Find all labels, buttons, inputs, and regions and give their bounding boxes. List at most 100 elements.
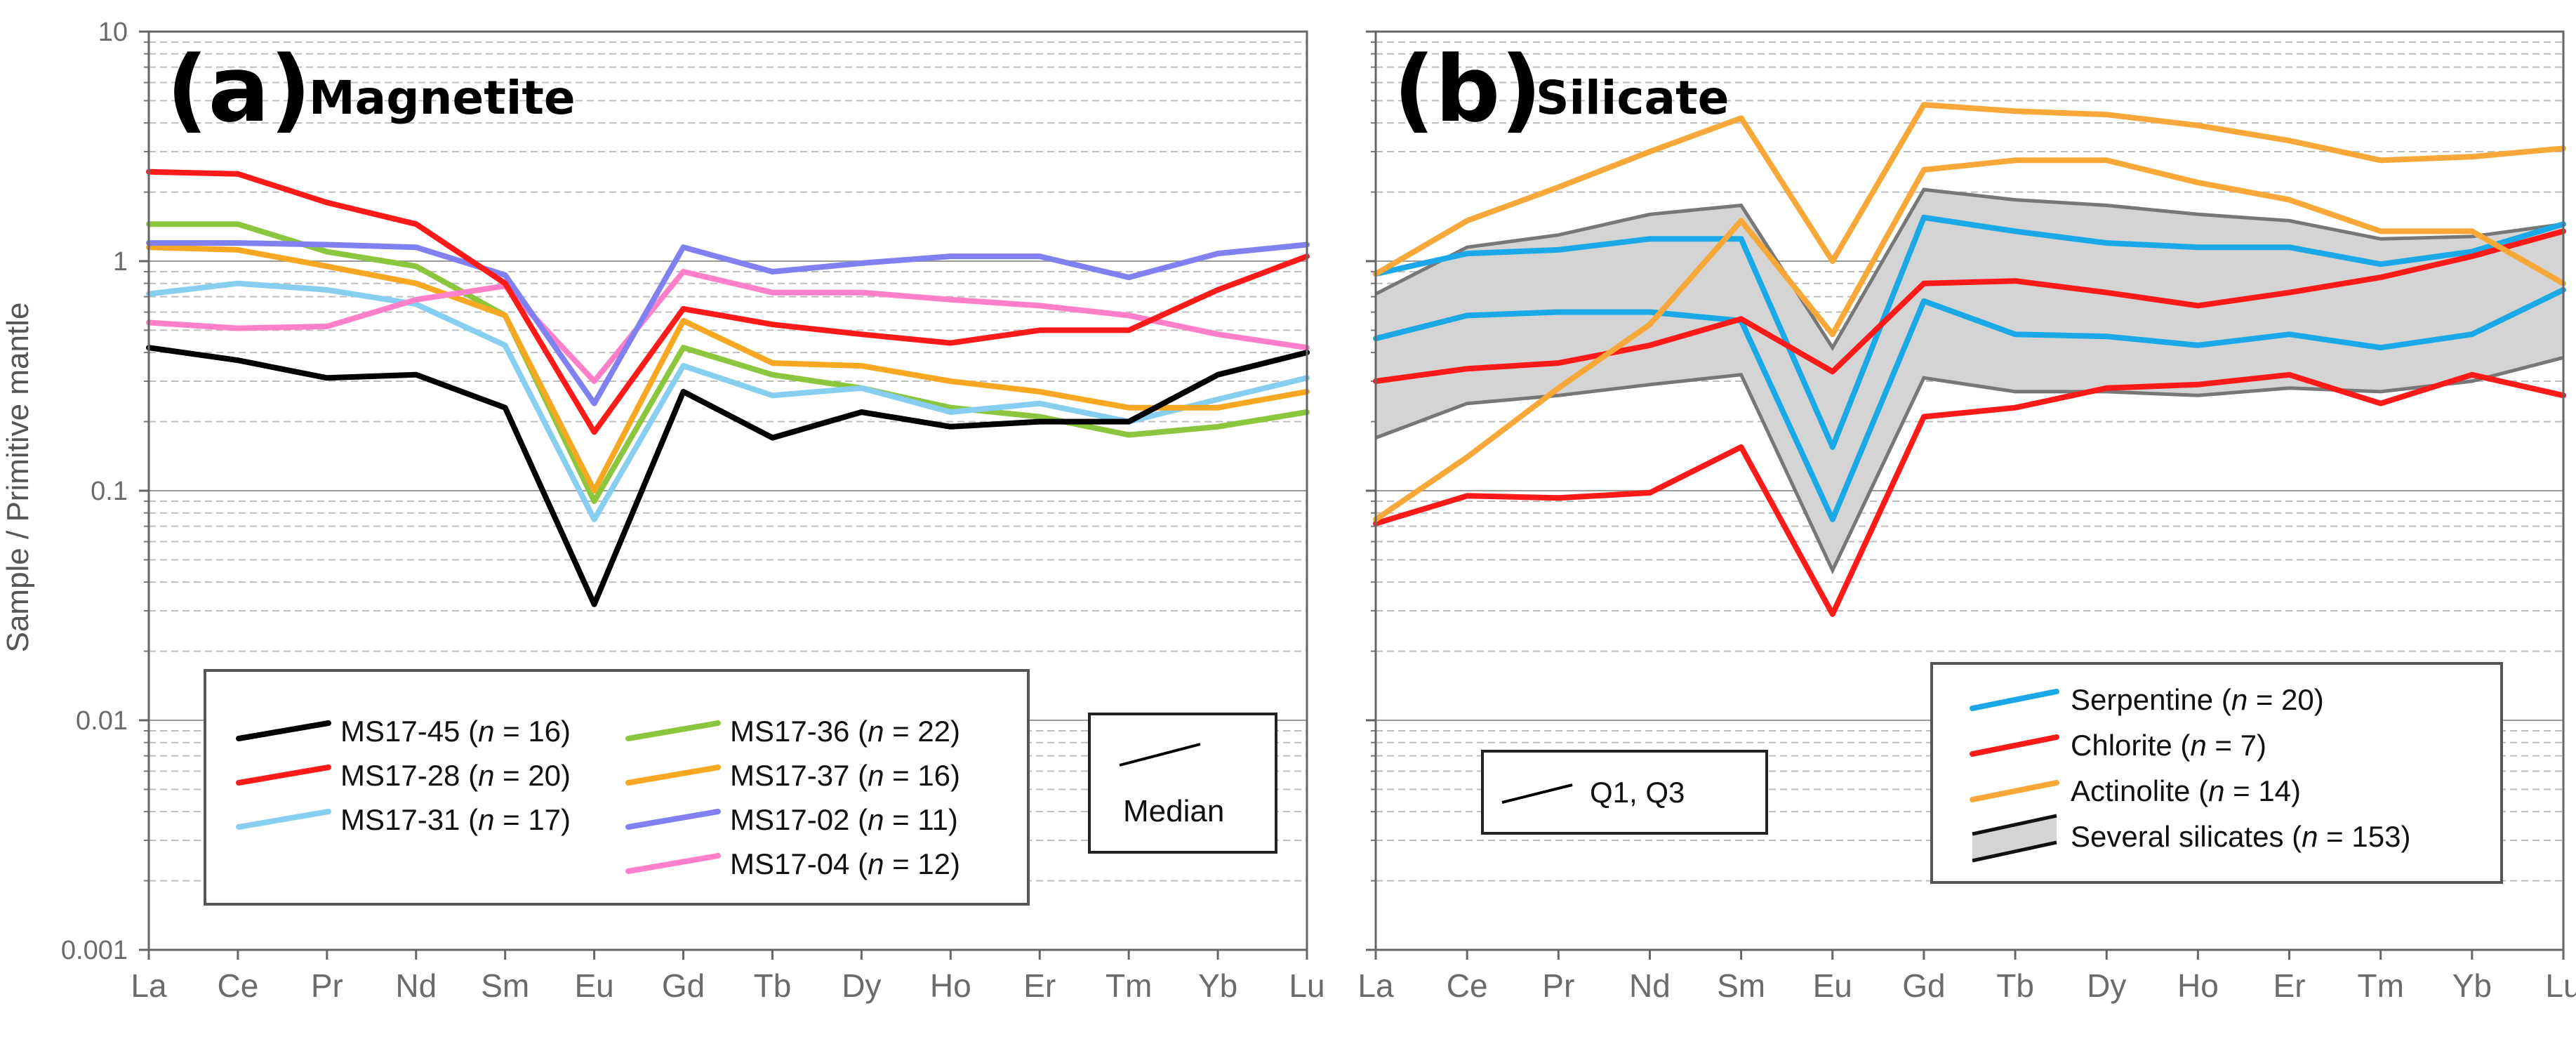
- legend-entry-name: MS17-36: [730, 715, 849, 748]
- legend-swatch: [236, 765, 331, 786]
- legend-entry-eq: =: [884, 715, 917, 748]
- legend-entry-n-value: 20: [2281, 683, 2314, 716]
- x-tick-label-ho: Ho: [930, 967, 971, 1004]
- legend-entry-eq: =: [2318, 820, 2351, 853]
- series-line-ms17-31: [146, 280, 1310, 522]
- median-legend-box: [1088, 713, 1277, 854]
- x-tick-label-sm: Sm: [1717, 967, 1765, 1004]
- x-tick-label-nd: Nd: [395, 967, 437, 1004]
- legend-entry-name: Chlorite: [2071, 729, 2172, 762]
- legend-entry-name: MS17-45: [340, 715, 460, 748]
- legend-entry-open: (: [2172, 729, 2191, 762]
- legend-entry-eq: =: [2248, 683, 2281, 716]
- quartile-label: Q1, Q3: [1590, 776, 1685, 809]
- series-line-ms17-36: [146, 221, 1310, 504]
- legend-entry: Chlorite (n = 7): [2071, 729, 2266, 762]
- y-tick-label: 1: [113, 247, 128, 277]
- legend-swatch: [236, 809, 331, 830]
- band-swatch-upper: [1972, 814, 2057, 836]
- legend-entry-close: ): [948, 803, 958, 836]
- x-tick-label-er: Er: [2273, 967, 2306, 1004]
- legend-swatch: [625, 853, 721, 874]
- series-line-actinolite: [1373, 157, 2566, 522]
- legend-entry-close: ): [2314, 683, 2324, 716]
- legend-entry-close: ): [2257, 729, 2266, 762]
- x-tick-label-lu: Lu: [2545, 967, 2576, 1004]
- series-line-chlorite: [1373, 228, 2566, 384]
- legend-swatch: [1970, 689, 2059, 711]
- legend-swatch: [1970, 780, 2059, 802]
- x-tick-label-gd: Gd: [662, 967, 705, 1004]
- series-line-chlorite: [1373, 371, 2566, 617]
- legend-entry-open: (: [849, 847, 868, 880]
- x-tick-label-gd: Gd: [1902, 967, 1945, 1004]
- x-tick-label-eu: Eu: [1813, 967, 1852, 1004]
- x-tick-label-ce: Ce: [1447, 967, 1488, 1004]
- legend-swatch: [1970, 734, 2059, 757]
- x-tick-label-yb: Yb: [1198, 967, 1237, 1004]
- x-tick-label-pr: Pr: [1542, 967, 1574, 1004]
- x-tick-label-ce: Ce: [218, 967, 259, 1004]
- y-tick-label: 0.01: [76, 706, 128, 736]
- panel-letter: (b): [1393, 36, 1542, 143]
- legend-swatch: [625, 765, 721, 786]
- legend-entry-n-symbol: n: [868, 803, 884, 836]
- legend-entry-eq: =: [494, 715, 528, 748]
- series-line-ms17-04: [146, 269, 1310, 384]
- panel-title: Silicate: [1536, 71, 1729, 125]
- legend-entry-close: ): [561, 803, 571, 836]
- legend-entry-n-symbol: n: [478, 759, 494, 792]
- legend-entry-eq: =: [884, 847, 917, 880]
- median-label: Median: [1123, 794, 1224, 828]
- legend-entry-open: (: [2283, 820, 2302, 853]
- plot-frame: [1374, 30, 2565, 951]
- y-tick-label: 0.001: [61, 936, 128, 965]
- x-tick-label-er: Er: [1023, 967, 1056, 1004]
- legend-entry: MS17-36 (n = 22): [730, 715, 960, 748]
- x-tick-label-tb: Tb: [754, 967, 792, 1004]
- legend-entry-eq: =: [884, 759, 917, 792]
- legend-entry-name: MS17-02: [730, 803, 849, 836]
- x-tick-label-dy: Dy: [2087, 967, 2126, 1004]
- legend-swatch: [625, 809, 721, 830]
- series-line-ms17-02: [146, 240, 1310, 406]
- y-tick-label: 0.1: [91, 477, 128, 506]
- y-axis-label: Sample / Primitive mantle: [1, 303, 35, 653]
- legend-entry-n-symbol: n: [2190, 729, 2206, 762]
- x-tick-label-pr: Pr: [311, 967, 343, 1004]
- quartile-swatch: [1501, 783, 1573, 804]
- y-tick-label: 10: [98, 18, 128, 47]
- x-tick-label-eu: Eu: [574, 967, 613, 1004]
- legend-entry-eq: =: [2207, 729, 2240, 762]
- plot-frame: [147, 30, 1308, 951]
- legend-entry-open: (: [2213, 683, 2231, 716]
- legend-entry-n-value: 17: [528, 803, 561, 836]
- legend-entry-n-symbol: n: [868, 847, 884, 880]
- x-tick-label-tm: Tm: [2357, 967, 2403, 1004]
- legend-entry: Actinolite (n = 14): [2071, 774, 2301, 807]
- legend-entry-close: ): [950, 715, 960, 748]
- legend-entry-n-value: 16: [917, 759, 950, 792]
- legend-entry-close: ): [2291, 774, 2301, 807]
- legend-entry-close: ): [2401, 820, 2410, 853]
- legend-entry-n-value: 16: [528, 715, 561, 748]
- legend-entry-n-symbol: n: [2302, 820, 2318, 853]
- legend-entry-open: (: [460, 759, 478, 792]
- legend-entry-close: ): [561, 759, 571, 792]
- legend-entry-close: ): [561, 715, 571, 748]
- x-tick-label-la: La: [1357, 967, 1394, 1004]
- x-tick-label-la: La: [131, 967, 167, 1004]
- legend-entry-n-value: 12: [917, 847, 950, 880]
- legend-entry-name: Several silicates: [2071, 820, 2283, 853]
- legend-entry-open: (: [849, 759, 868, 792]
- band-area: [1376, 190, 2563, 571]
- legend-entry-name: MS17-28: [340, 759, 460, 792]
- series-line-serpentine: [1373, 214, 2566, 450]
- legend-swatch: [625, 720, 721, 741]
- legend-entry-open: (: [460, 803, 478, 836]
- legend-entry-open: (: [2190, 774, 2208, 807]
- legend-entry-name: Serpentine: [2071, 683, 2213, 716]
- x-tick-label-dy: Dy: [842, 967, 881, 1004]
- legend-entry-eq: =: [884, 803, 917, 836]
